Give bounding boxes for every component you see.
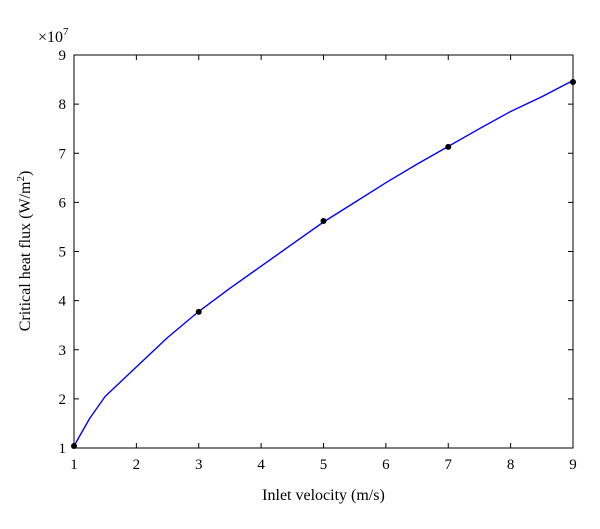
- x-tick-label: 9: [569, 457, 577, 473]
- x-tick-label: 5: [320, 457, 328, 473]
- data-point: [445, 143, 452, 150]
- data-point: [320, 218, 327, 225]
- y-tick-label: 6: [59, 195, 67, 211]
- y-tick-label: 9: [59, 48, 67, 64]
- y-axis-label-close: ): [17, 171, 34, 176]
- plot-area: [73, 54, 574, 449]
- x-axis-label: Inlet velocity (m/s): [262, 487, 385, 504]
- y-tick-label: 4: [59, 294, 67, 310]
- y-axis-label-superscript: 2: [15, 176, 27, 182]
- x-tick-label: 7: [445, 457, 453, 473]
- data-series: [71, 79, 576, 450]
- x-tick-label: 2: [133, 457, 141, 473]
- x-tick-label: 3: [195, 457, 203, 473]
- y-tick-label: 3: [59, 343, 67, 359]
- y-tick-label: 1: [59, 441, 67, 457]
- series-line: [73, 79, 574, 447]
- data-point: [570, 79, 576, 86]
- y-scale-exponent: 7: [63, 26, 69, 38]
- x-tick-label: 4: [257, 457, 265, 473]
- data-point: [195, 308, 202, 315]
- y-scale-label: ×107: [38, 26, 69, 46]
- y-tick-label: 2: [59, 392, 67, 408]
- y-tick-label: 8: [59, 97, 67, 113]
- x-tick-label: 8: [507, 457, 515, 473]
- x-tick-label: 6: [382, 457, 390, 473]
- data-point: [71, 443, 77, 450]
- y-axis-label: Critical heat flux (W/m2): [15, 171, 34, 332]
- y-tick-label: 7: [59, 146, 67, 162]
- x-tick-label: 1: [70, 457, 78, 473]
- y-tick-label: 5: [59, 245, 67, 261]
- axis-ticks: 1 2 3 4 5 6 7 8 9 1 2 3 4 5 6 7 8 9: [59, 48, 577, 473]
